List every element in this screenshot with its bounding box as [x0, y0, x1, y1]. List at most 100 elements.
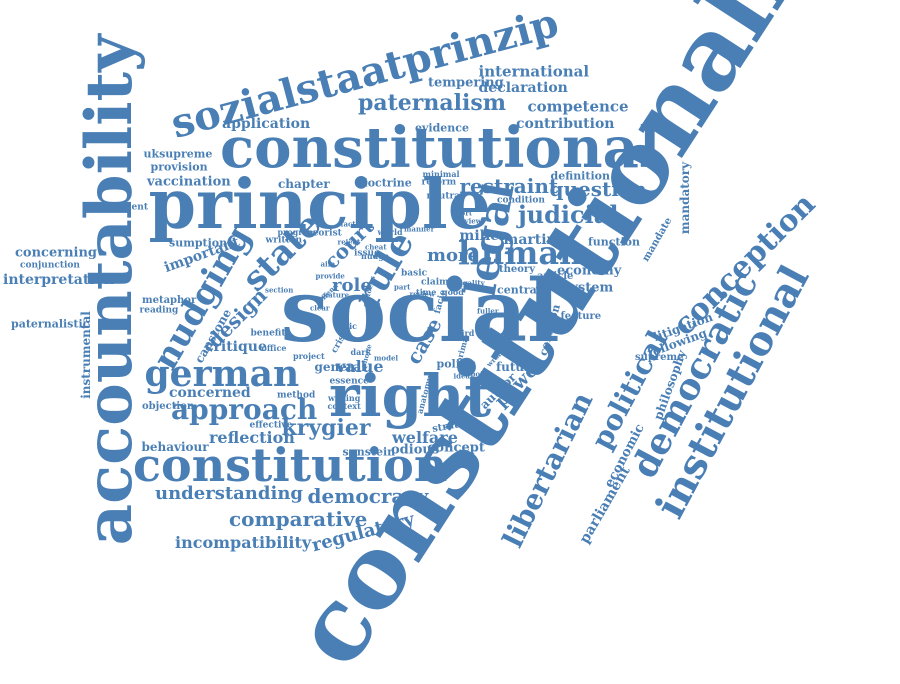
cloud-word: manner: [404, 224, 435, 234]
cloud-word: concept: [427, 440, 485, 456]
cloud-word: declaration: [478, 80, 568, 96]
cloud-word: constitution: [133, 438, 448, 492]
cloud-word: cheat: [365, 242, 387, 252]
cloud-word: role: [332, 275, 372, 296]
cloud-word: reject: [337, 237, 361, 247]
cloud-word: democracy: [307, 484, 429, 508]
cloud-word: doctrine: [360, 176, 412, 190]
cloud-word: claim: [421, 277, 449, 288]
cloud-word: context: [327, 401, 361, 411]
cloud-word: value: [336, 357, 384, 376]
cloud-word: idea: [453, 371, 471, 381]
cloud-word: turn: [363, 299, 381, 309]
cloud-word: uksupreme: [143, 147, 213, 161]
cloud-word: sumption: [169, 236, 228, 250]
cloud-word: aim: [320, 259, 336, 269]
cloud-word: reform: [421, 177, 457, 188]
cloud-word: interpretation: [3, 272, 115, 288]
cloud-word: paternalistic: [11, 317, 90, 331]
cloud-word: economy: [557, 263, 622, 279]
cloud-word: principle: [148, 165, 492, 245]
cloud-word: dark: [350, 347, 372, 357]
cloud-word: definition: [550, 169, 610, 183]
cloud-word: method: [277, 390, 316, 401]
cloud-word: system: [563, 280, 614, 296]
cloud-word: evidence: [415, 121, 469, 135]
cloud-word: provide: [315, 271, 345, 281]
cloud-word: central: [497, 283, 541, 297]
cloud-word: nature: [323, 290, 350, 300]
cloud-word: chapter: [278, 177, 330, 191]
cloud-word: welfare: [392, 428, 458, 447]
cloud-word: reading: [139, 305, 179, 316]
cloud-word: article: [537, 271, 574, 282]
cloud-word: theorist: [302, 228, 342, 239]
cloud-word: reflection: [209, 428, 295, 447]
cloud-word: odious: [391, 442, 440, 458]
cloud-word: minimal: [422, 169, 460, 179]
cloud-word: concerned: [169, 385, 251, 401]
cloud-word: part: [394, 282, 411, 292]
cloud-word: world: [377, 227, 403, 237]
cloud-word: supreme: [635, 352, 684, 363]
cloud-word: government: [87, 202, 149, 213]
cloud-word: constitutional: [220, 115, 661, 181]
cloud-word: understanding: [155, 483, 303, 504]
cloud-word: section: [265, 285, 294, 295]
cloud-word: model: [374, 353, 399, 363]
cloud-word: judicial: [518, 200, 619, 229]
cloud-word: human: [458, 234, 583, 272]
cloud-word: comparative: [229, 507, 368, 531]
cloud-word: short: [451, 208, 473, 218]
cloud-word: contribution: [516, 116, 615, 132]
cloud-word: international: [478, 62, 590, 81]
cloud-word: program: [277, 227, 317, 237]
cloud-word: metaphor: [142, 295, 197, 306]
cloud-word: fact: [340, 219, 356, 229]
cloud-word: legality: [455, 278, 485, 288]
cloud-word: written: [265, 235, 303, 246]
cloud-word: critique: [205, 339, 267, 355]
cloud-word: review: [409, 289, 435, 299]
cloud-word: politic: [436, 357, 476, 371]
cloud-word: social: [280, 261, 560, 362]
cloud-word: writing: [328, 393, 361, 403]
cloud-word: vaccination: [147, 174, 231, 190]
cloud-word: project: [293, 351, 325, 361]
cloud-word: nudge: [361, 251, 389, 261]
cloud-word: krygier: [281, 415, 371, 441]
cloud-word: time: [416, 287, 437, 297]
cloud-word: incompatibility: [175, 533, 312, 552]
cloud-word: instrumental: [78, 311, 93, 399]
cloud-word: restraint: [459, 174, 559, 198]
cloud-word: paternalism: [358, 90, 507, 116]
cloud-word: view: [464, 216, 482, 226]
cloud-word: conjunction: [20, 260, 80, 271]
cloud-word: basic: [401, 268, 428, 279]
cloud-word: feature: [560, 311, 602, 322]
cloud-word: theory: [499, 264, 536, 275]
cloud-word: essence: [329, 376, 369, 387]
cloud-word: miller: [459, 228, 507, 244]
cloud-word: behaviour: [141, 440, 209, 454]
cloud-word: third: [452, 328, 475, 338]
cloud-word: sunstein: [342, 445, 396, 459]
cloud-word: future: [496, 360, 539, 374]
cloud-word: mandatory: [678, 161, 693, 235]
cloud-word: competence: [527, 97, 629, 116]
cloud-word: ethic: [334, 321, 358, 331]
cloud-word: clear: [310, 303, 330, 313]
cloud-word: general: [314, 360, 366, 374]
cloud-word: approach: [171, 393, 318, 426]
cloud-word: right: [329, 362, 492, 430]
cloud-word: function: [588, 235, 641, 249]
cloud-word: effective: [249, 420, 293, 431]
cloud-word: martin: [503, 232, 557, 248]
cloud-word: application: [222, 116, 311, 132]
cloud-word: objection: [142, 401, 195, 412]
cloud-word: fuller: [477, 306, 499, 316]
cloud-word: benefit: [250, 328, 286, 339]
cloud-word: condition: [497, 195, 545, 206]
cloud-word: more: [427, 245, 479, 266]
